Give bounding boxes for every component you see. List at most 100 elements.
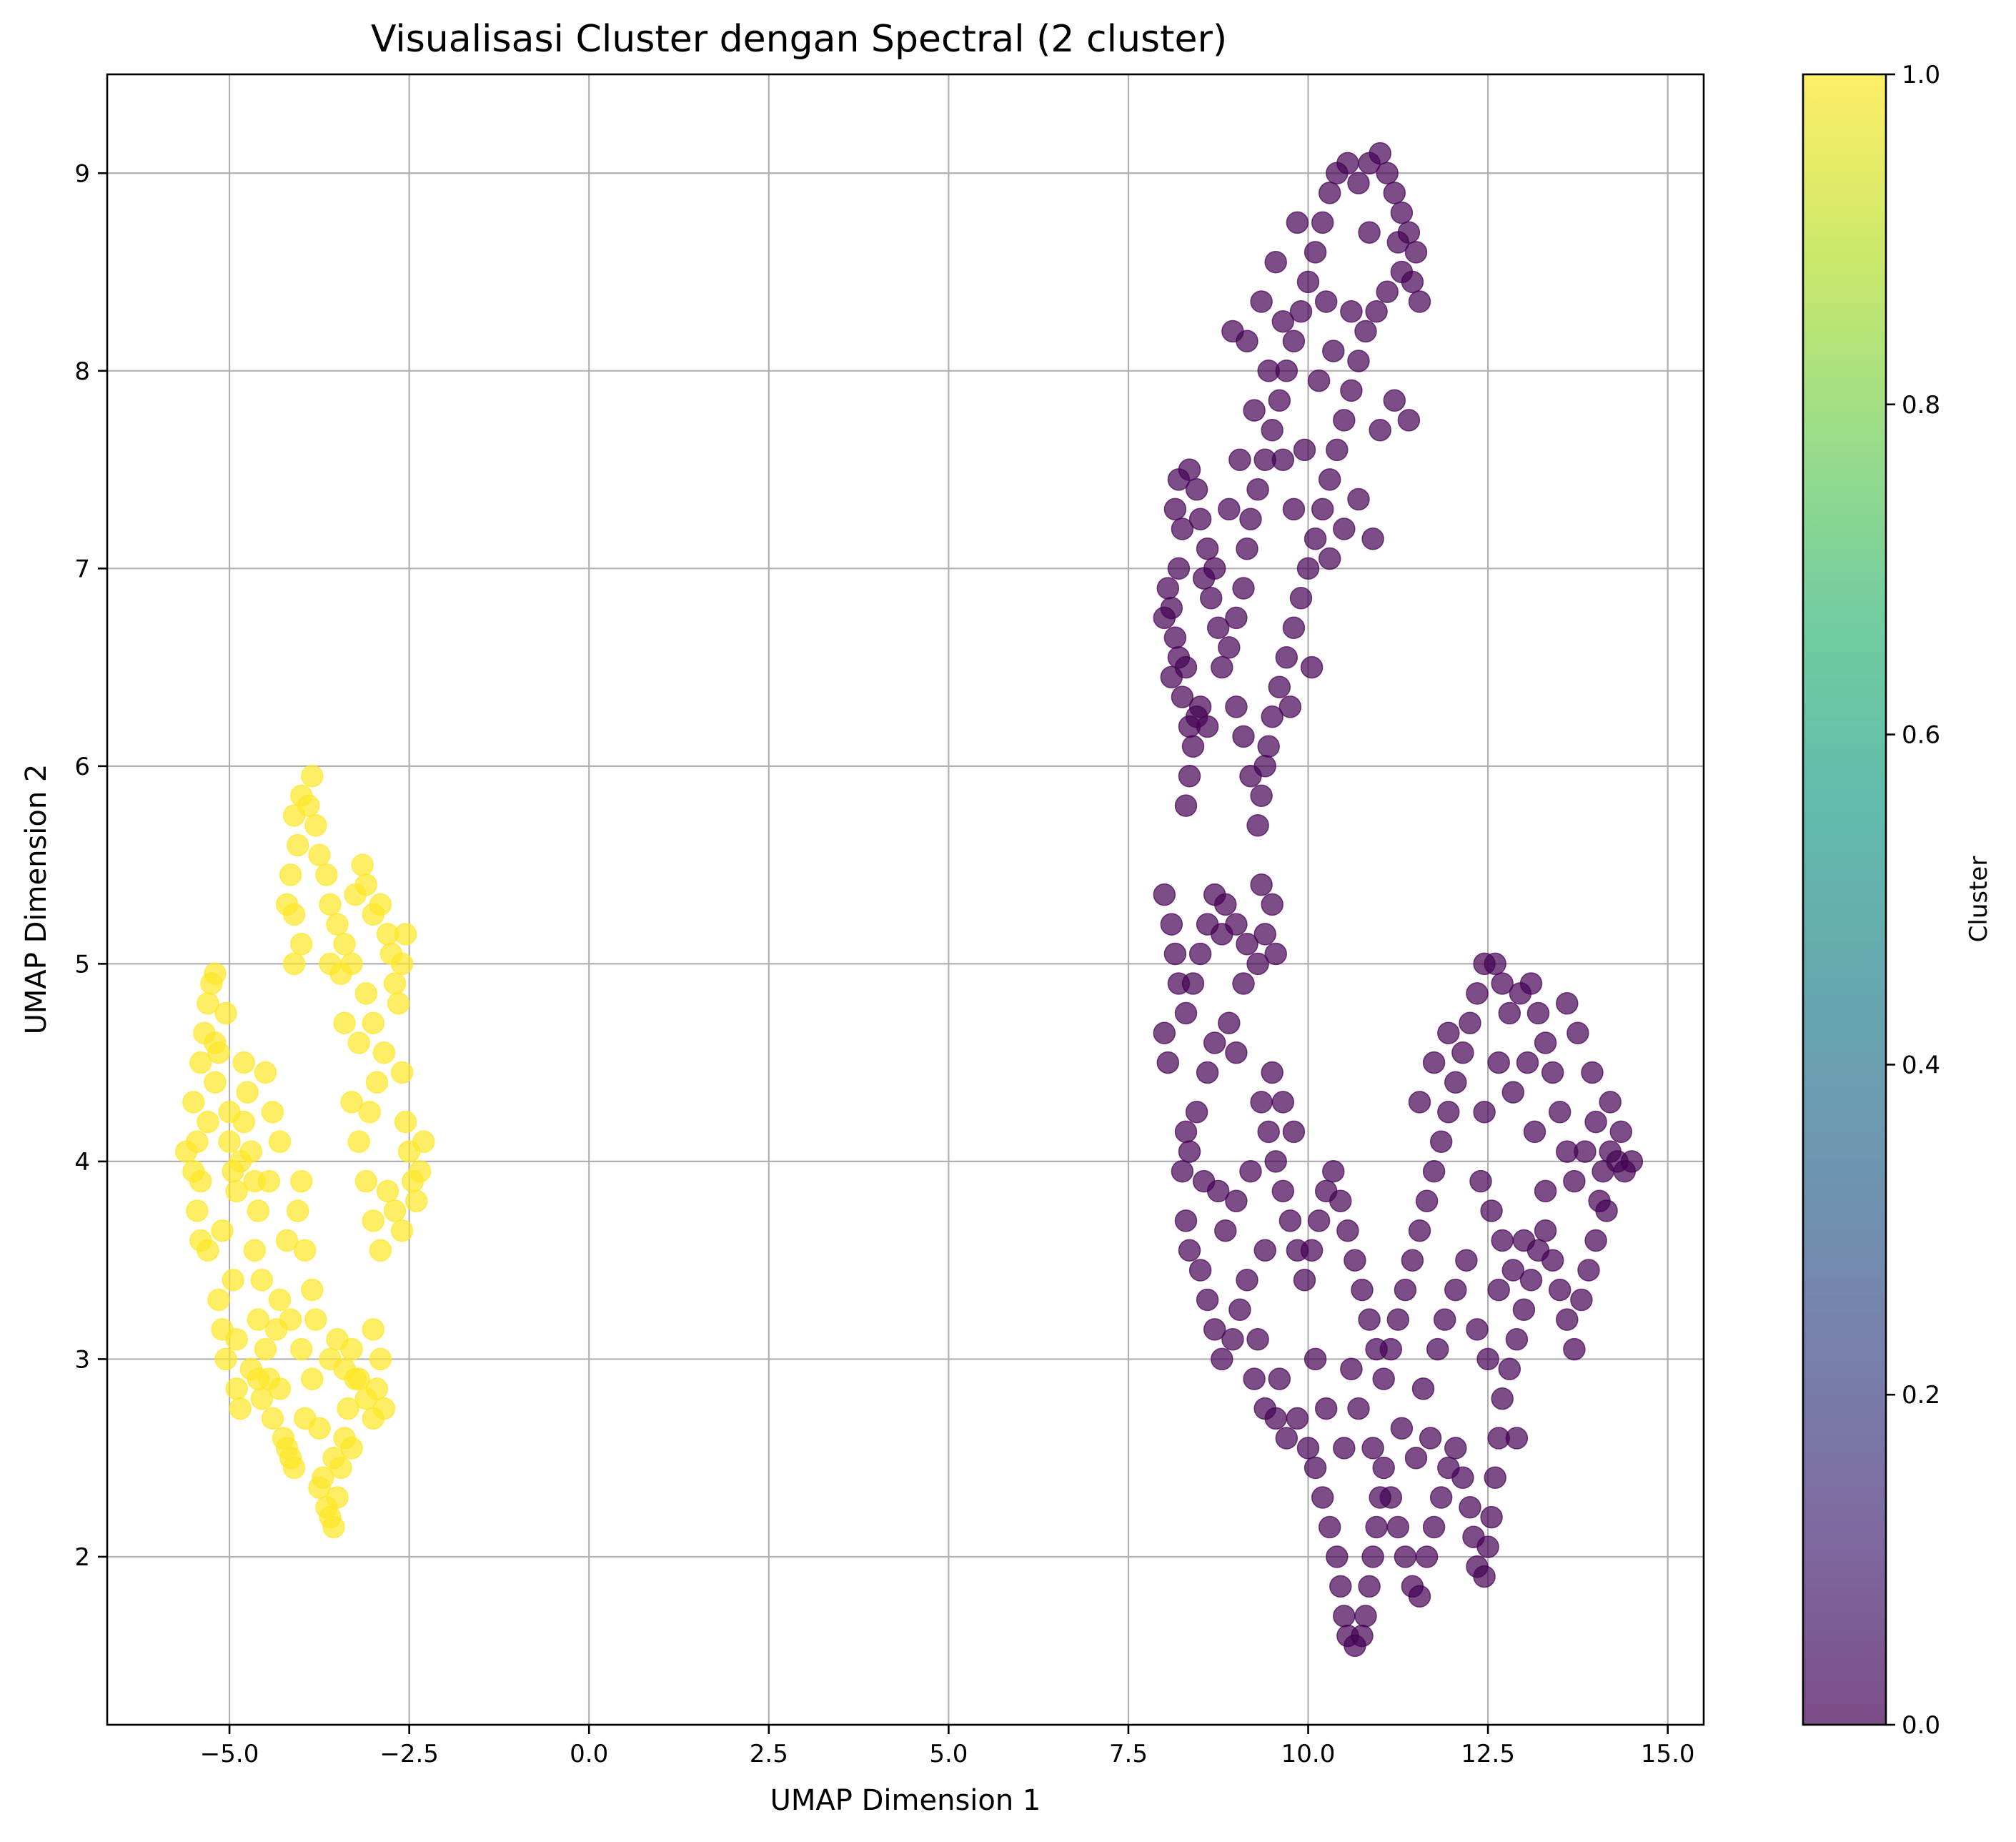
scatter-point-cluster-0	[1185, 1101, 1208, 1124]
scatter-point-cluster-0	[1211, 923, 1233, 946]
scatter-point-cluster-0	[1354, 320, 1377, 343]
scatter-point-cluster-0	[1326, 438, 1349, 462]
scatter-point-cluster-0	[1192, 1169, 1216, 1193]
scatter-point-cluster-0	[1264, 250, 1287, 274]
scatter-point-cluster-1	[197, 1110, 219, 1134]
y-tick-label: 2	[74, 1543, 90, 1572]
scatter-point-cluster-0	[1160, 913, 1183, 936]
scatter-point-cluster-1	[301, 764, 324, 788]
x-tick-label: −5.0	[200, 1740, 259, 1768]
scatter-point-cluster-0	[1484, 1466, 1506, 1490]
colorbar-tick-label: 0.8	[1902, 391, 1940, 420]
scatter-point-cluster-1	[182, 1091, 205, 1114]
scatter-point-cluster-0	[1253, 923, 1276, 946]
scatter-point-cluster-0	[1228, 1298, 1251, 1322]
scatter-point-cluster-0	[1188, 1259, 1212, 1282]
scatter-point-cluster-0	[1466, 982, 1489, 1005]
scatter-point-cluster-0	[1304, 241, 1327, 264]
scatter-point-cluster-0	[1271, 1179, 1295, 1203]
scatter-point-cluster-1	[308, 1476, 331, 1499]
scatter-point-cluster-0	[1296, 1437, 1320, 1460]
scatter-point-cluster-0	[1278, 1209, 1302, 1232]
scatter-point-cluster-0	[1466, 1318, 1489, 1341]
scatter-point-cluster-0	[1541, 1061, 1564, 1084]
scatter-point-cluster-0	[1333, 409, 1356, 432]
scatter-point-cluster-1	[239, 1140, 263, 1163]
scatter-point-cluster-0	[1214, 1219, 1237, 1242]
scatter-point-cluster-0	[1541, 1249, 1564, 1272]
scatter-point-cluster-1	[254, 1061, 277, 1084]
scatter-point-cluster-0	[1379, 1486, 1403, 1509]
scatter-point-cluster-0	[1264, 1407, 1287, 1430]
scatter-point-cluster-0	[1211, 655, 1233, 679]
scatter-point-cluster-0	[1501, 1259, 1525, 1282]
scatter-point-cluster-0	[1347, 1397, 1370, 1420]
scatter-point-cluster-1	[394, 1110, 417, 1134]
scatter-point-cluster-0	[1415, 1545, 1439, 1568]
scatter-point-cluster-1	[279, 863, 302, 886]
scatter-point-cluster-0	[1397, 409, 1421, 432]
scatter-point-cluster-0	[1203, 1031, 1226, 1054]
scatter-point-cluster-0	[1476, 1535, 1499, 1558]
scatter-point-cluster-1	[358, 1101, 382, 1124]
scatter-point-cluster-0	[1311, 211, 1334, 234]
scatter-point-cluster-0	[1505, 1328, 1529, 1351]
scatter-point-cluster-0	[1351, 1278, 1374, 1302]
y-tick-label: 5	[74, 950, 90, 979]
scatter-point-cluster-0	[1196, 1061, 1219, 1084]
scatter-point-cluster-0	[1369, 418, 1391, 442]
scatter-point-cluster-0	[1336, 152, 1359, 175]
scatter-point-cluster-1	[186, 1130, 209, 1153]
chart-title: Visualisasi Cluster dengan Spectral (2 c…	[371, 18, 1227, 61]
scatter-point-cluster-0	[1278, 695, 1302, 718]
scatter-point-cluster-0	[1333, 518, 1356, 540]
scatter-point-cluster-0	[1225, 606, 1248, 630]
scatter-point-cluster-0	[1304, 1347, 1327, 1371]
scatter-point-cluster-0	[1178, 764, 1201, 788]
scatter-point-cluster-0	[1426, 1337, 1449, 1361]
scatter-point-cluster-0	[1178, 458, 1201, 481]
scatter-point-cluster-0	[1476, 1347, 1499, 1371]
scatter-point-cluster-0	[1548, 1101, 1571, 1124]
scatter-point-cluster-0	[1232, 972, 1255, 995]
scatter-point-cluster-0	[1239, 507, 1262, 530]
scatter-point-cluster-0	[1386, 231, 1410, 254]
scatter-point-cluster-0	[1196, 537, 1219, 560]
scatter-point-cluster-1	[197, 1239, 219, 1262]
scatter-point-cluster-1	[319, 893, 342, 916]
scatter-point-cluster-0	[1329, 1575, 1352, 1598]
scatter-point-cluster-0	[1361, 528, 1384, 550]
scatter-point-cluster-0	[1160, 596, 1183, 620]
scatter-point-cluster-0	[1153, 883, 1176, 906]
scatter-point-cluster-1	[289, 1169, 313, 1193]
scatter-point-cluster-0	[1408, 1091, 1431, 1114]
y-axis-ticks: 2 3 4 5 6 7 8 9	[74, 159, 107, 1572]
scatter-point-cluster-0	[1311, 497, 1334, 521]
scatter-point-cluster-0	[1361, 1545, 1384, 1568]
scatter-point-cluster-0	[1282, 1120, 1306, 1144]
scatter-point-cluster-0	[1225, 1189, 1248, 1212]
scatter-point-cluster-0	[1221, 1328, 1244, 1351]
scatter-point-cluster-1	[268, 1377, 292, 1400]
scatter-point-cluster-0	[1408, 290, 1431, 313]
scatter-point-cluster-1	[289, 932, 313, 956]
scatter-point-cluster-0	[1390, 201, 1414, 224]
scatter-point-cluster-1	[354, 1169, 378, 1193]
scatter-point-cluster-1	[257, 1169, 281, 1193]
scatter-point-cluster-0	[1372, 1456, 1395, 1480]
scatter-point-cluster-0	[1178, 1140, 1201, 1163]
scatter-point-cluster-0	[1221, 320, 1244, 343]
scatter-point-cluster-1	[268, 1130, 292, 1153]
scatter-point-cluster-0	[1333, 1605, 1356, 1628]
scatter-point-cluster-0	[1261, 893, 1283, 916]
scatter-point-cluster-0	[1372, 1367, 1395, 1390]
scatter-point-cluster-0	[1318, 468, 1341, 491]
scatter-point-cluster-0	[1264, 1150, 1287, 1173]
y-axis-label: UMAP Dimension 2	[20, 764, 53, 1035]
scatter-point-cluster-0	[1171, 518, 1194, 540]
scatter-point-cluster-1	[218, 1101, 241, 1124]
scatter-point-cluster-0	[1318, 182, 1341, 204]
scatter-point-cluster-1	[337, 1397, 359, 1420]
scatter-point-cluster-1	[293, 1407, 317, 1430]
x-tick-label: −2.5	[379, 1740, 439, 1768]
